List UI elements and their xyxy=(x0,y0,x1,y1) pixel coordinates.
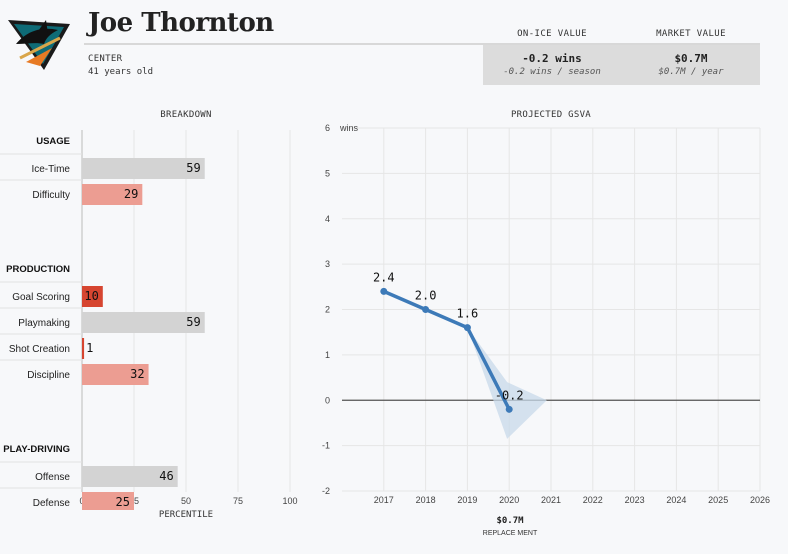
replacement-label: REPLACE MENT xyxy=(482,530,538,537)
value-box xyxy=(483,45,760,85)
breakdown-bar-value: 59 xyxy=(186,161,200,175)
breakdown-bar-value: 25 xyxy=(116,495,130,509)
breakdown-chart: 0255075100USAGEIce-Time59Difficulty29PRO… xyxy=(0,130,298,510)
breakdown-bar-value: 29 xyxy=(124,187,138,201)
logo-triangle-inner xyxy=(14,24,64,64)
breakdown-bar xyxy=(82,364,149,385)
x-tick-label: 50 xyxy=(181,496,191,506)
gsva-point xyxy=(505,405,513,413)
breakdown-bar xyxy=(82,466,178,487)
x-tick-label: 2020 xyxy=(499,495,519,505)
y-tick-label: 3 xyxy=(325,259,330,269)
logo-shark-fin xyxy=(36,20,48,34)
breakdown-bar-value: 46 xyxy=(159,469,173,483)
y-tick-label: 6 xyxy=(325,123,330,133)
breakdown-row-label: Offense xyxy=(35,472,70,483)
percentile-axis-title: PERCENTILE xyxy=(158,510,214,520)
x-tick-label: 100 xyxy=(282,496,297,506)
breakdown-bar xyxy=(82,312,205,333)
x-tick-label: 2026 xyxy=(750,495,770,505)
y-tick-label: 2 xyxy=(325,305,330,315)
market-value-rate: $0.7M / year xyxy=(658,67,724,77)
on-ice-value-rate: -0.2 wins / season xyxy=(503,67,601,77)
y-axis-unit: wins xyxy=(339,123,359,133)
breakdown-row-label: Discipline xyxy=(27,370,70,381)
gsva-point xyxy=(463,324,471,332)
group-label: USAGE xyxy=(36,136,70,147)
x-tick-label: 2023 xyxy=(625,495,645,505)
header-rule xyxy=(84,43,760,45)
breakdown-bar xyxy=(82,158,205,179)
gsva-chart: -2 -1 0 1 2 3 4 5 6 2017 2018 2019 2020 2021 2022 2023 2… xyxy=(322,123,770,505)
y-tick-label: -2 xyxy=(322,486,330,496)
x-tick-label: 2019 xyxy=(457,495,477,505)
breakdown-row-label: Goal Scoring xyxy=(12,292,70,303)
group-label: PLAY-DRIVING xyxy=(3,444,70,455)
x-tick-label: 2025 xyxy=(708,495,728,505)
x-tick-label: 2018 xyxy=(416,495,436,505)
team-logo xyxy=(8,20,70,70)
gsva-point-label: 1.6 xyxy=(457,307,479,321)
gsva-point xyxy=(380,287,388,295)
gsva-point-label: -0.2 xyxy=(495,388,524,402)
uncertainty-band xyxy=(467,327,547,439)
gsva-title: PROJECTED GSVA xyxy=(510,110,592,120)
x-tick-label: 75 xyxy=(233,496,243,506)
x-tick-label: 2017 xyxy=(374,495,394,505)
x-tick-label: 2024 xyxy=(666,495,686,505)
x-tick-label: 2021 xyxy=(541,495,561,505)
breakdown-row-label: Playmaking xyxy=(18,318,70,329)
y-tick-label: 5 xyxy=(325,168,330,178)
breakdown-row-label: Ice-Time xyxy=(31,164,70,175)
market-footer-value: $0.7M xyxy=(496,516,524,526)
gsva-line xyxy=(383,289,511,411)
breakdown-bar xyxy=(82,286,103,307)
breakdown-bar-value: 32 xyxy=(130,367,144,381)
logo-accent xyxy=(26,48,52,66)
y-tick-label: -1 xyxy=(322,441,330,451)
y-tick-label: 4 xyxy=(325,214,330,224)
breakdown-bar-value: 10 xyxy=(84,289,98,303)
breakdown-bar xyxy=(82,338,85,359)
y-tick-label: 1 xyxy=(325,350,330,360)
breakdown-title: BREAKDOWN xyxy=(160,110,212,120)
gsva-point xyxy=(422,306,430,313)
player-position: CENTER xyxy=(88,54,123,64)
logo-stick xyxy=(19,36,61,60)
on-ice-value: -0.2 wins xyxy=(522,52,582,65)
y-tick-label: 0 xyxy=(325,395,330,405)
group-label: PRODUCTION xyxy=(6,264,70,275)
breakdown-row-label: Shot Creation xyxy=(9,344,70,355)
gsva-point-label: 2.0 xyxy=(415,289,437,303)
breakdown-row-label: Difficulty xyxy=(32,190,70,201)
breakdown-bar xyxy=(82,492,134,510)
gsva-point-label: 2.4 xyxy=(373,270,395,284)
breakdown-bar-value: 59 xyxy=(186,315,200,329)
player-name: Joe Thornton xyxy=(88,8,274,38)
player-age: 41 years old xyxy=(88,67,154,77)
breakdown-row-label: Defense xyxy=(33,498,71,509)
on-ice-value-heading: ON-ICE VALUE xyxy=(517,29,587,39)
x-tick-label: 2022 xyxy=(583,495,603,505)
breakdown-bar-value: 1 xyxy=(86,341,93,355)
market-value-heading: MARKET VALUE xyxy=(656,29,726,39)
market-value: $0.7M xyxy=(674,52,708,65)
breakdown-bar xyxy=(82,184,143,205)
